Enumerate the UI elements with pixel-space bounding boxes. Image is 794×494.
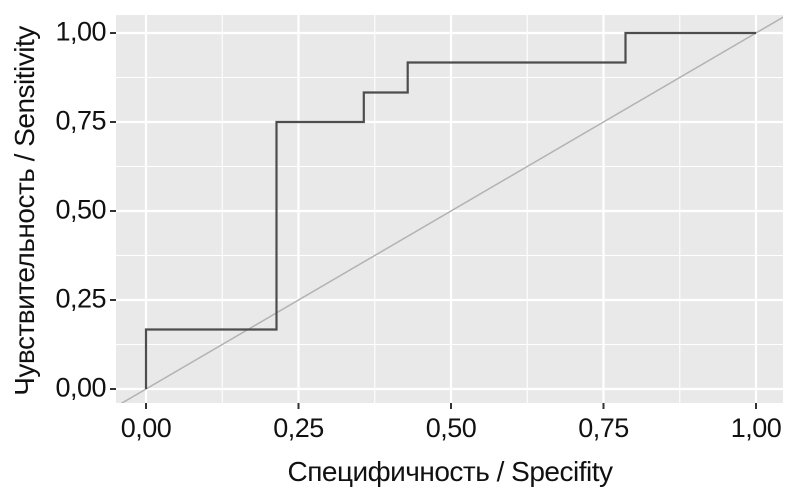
x-axis-title: Специфичность / Specifity (287, 456, 613, 487)
x-tick-label-3: 0,75 (578, 413, 629, 443)
roc-curve-line (144, 31, 756, 389)
x-tick-label-4: 1,00 (730, 413, 782, 443)
plot-panel (116, 15, 783, 403)
y-tick-label-3: 0,75 (55, 105, 106, 136)
y-tick-label-4: 1,00 (55, 16, 106, 47)
y-tick-label-2: 0,50 (55, 194, 106, 225)
x-tick-label-2: 0,50 (425, 413, 477, 443)
y-tick-label-0: 0,00 (55, 372, 106, 403)
x-tick-label-1: 0,25 (273, 413, 324, 443)
y-axis-title: Чувствительность / Sensitivity (9, 26, 40, 396)
x-tick-label-0: 0,00 (120, 413, 172, 443)
y-tick-label-1: 0,25 (55, 283, 106, 314)
